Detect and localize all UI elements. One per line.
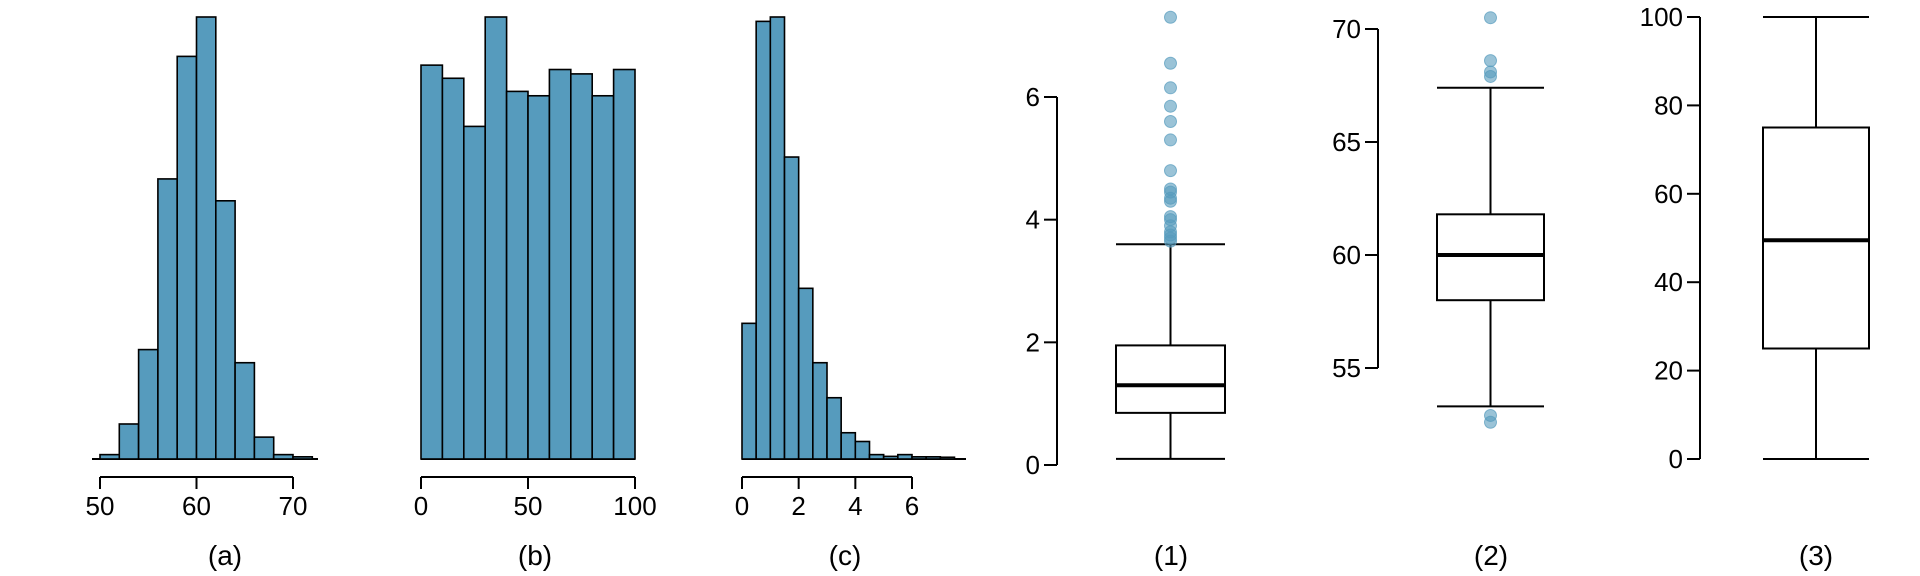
y-tick-label: 0 [1026, 450, 1040, 480]
y-tick-label: 20 [1654, 356, 1683, 386]
y-tick-label: 6 [1026, 82, 1040, 112]
hist-bar [195, 16, 217, 460]
hist-bar [897, 453, 913, 460]
y-tick-label: 60 [1654, 179, 1683, 209]
hist-bar [911, 456, 927, 460]
y-tick-label: 4 [1026, 205, 1040, 235]
hist-bar [505, 90, 529, 460]
hist-bar [292, 456, 314, 460]
hist-bar [925, 456, 942, 460]
x-tick-label: 0 [735, 491, 749, 521]
y-tick-label: 80 [1654, 90, 1683, 120]
outlier-point [1164, 210, 1177, 224]
hist-bar [741, 322, 757, 460]
x-tick-label: 0 [414, 491, 428, 521]
boxplot-3: 0 20 40 60 80 100 (3) [1640, 2, 1870, 571]
outlier-point [1164, 99, 1177, 113]
x-tick-label: 6 [905, 491, 919, 521]
boxplot-1: 0 2 4 6 (1) [1026, 10, 1226, 571]
hist-bar [783, 156, 800, 460]
outlier-point [1484, 54, 1497, 68]
hist-bar [215, 200, 236, 460]
panel-label: (a) [208, 540, 242, 571]
panel-label: (c) [829, 540, 862, 571]
outlier-point [1484, 65, 1497, 79]
y-tick-label: 2 [1026, 327, 1040, 357]
hist-bar [420, 64, 444, 460]
histogram-b: 0 50 100 (b) [414, 16, 657, 571]
hist-bar [591, 94, 615, 460]
hist-bar [882, 455, 899, 460]
y-tick-label: 40 [1654, 267, 1683, 297]
x-tick-label: 60 [182, 491, 211, 521]
y-tick-label: 55 [1332, 353, 1361, 383]
panel-label: (1) [1154, 540, 1188, 571]
boxplot-2: 55 60 65 70 (2) [1332, 11, 1545, 571]
outlier-point [1164, 164, 1177, 178]
hist-bar [569, 73, 593, 460]
x-tick-label: 50 [86, 491, 115, 521]
y-tick-label: 0 [1669, 444, 1683, 474]
panel-label: (b) [518, 540, 552, 571]
hist-bar [612, 68, 636, 460]
histogram-c: 0 2 4 6 (c) [735, 16, 966, 571]
y-tick-label: 65 [1332, 127, 1361, 157]
hist-bar [854, 440, 871, 460]
hist-bar [253, 436, 275, 460]
outlier-point [1484, 11, 1497, 25]
hist-bar [826, 396, 842, 460]
hist-bar [176, 55, 198, 460]
hist-bar [797, 287, 814, 460]
hist-bar [840, 431, 857, 460]
histogram-a: 50 60 70 (a) [86, 16, 318, 571]
x-tick-label: 100 [613, 491, 656, 521]
outlier-point [1164, 133, 1177, 147]
hist-bar [769, 16, 786, 460]
hist-bar [462, 125, 486, 460]
hist-bar [755, 20, 772, 460]
hist-bar [99, 453, 121, 460]
iqr-box [1115, 344, 1226, 414]
x-tick-label: 50 [514, 491, 543, 521]
y-tick-label: 70 [1332, 14, 1361, 44]
x-tick-label: 2 [791, 491, 805, 521]
hist-bar [118, 423, 140, 460]
hist-bar [484, 16, 508, 460]
y-tick-label: 60 [1332, 240, 1361, 270]
hist-bar [527, 94, 551, 460]
outlier-point [1164, 10, 1177, 24]
hist-bar [812, 361, 828, 460]
outlier-point [1164, 115, 1177, 129]
hist-bar [441, 77, 465, 460]
iqr-box [1762, 126, 1870, 350]
outlier-point [1164, 182, 1177, 196]
hist-bar [548, 68, 572, 460]
x-tick-label: 4 [848, 491, 862, 521]
outlier-point [1164, 56, 1177, 70]
hist-bar [157, 178, 178, 460]
hist-bar [137, 348, 159, 460]
hist-bar [868, 453, 885, 460]
x-tick-label: 70 [279, 491, 308, 521]
panel-label: (2) [1474, 540, 1508, 571]
outlier-point [1484, 408, 1497, 422]
hist-bar [234, 361, 256, 460]
hist-bar [272, 453, 294, 460]
iqr-box [1436, 213, 1545, 302]
hist-bar [939, 456, 956, 460]
outlier-point [1164, 81, 1177, 95]
y-tick-label: 100 [1640, 2, 1683, 32]
panel-label: (3) [1799, 540, 1833, 571]
